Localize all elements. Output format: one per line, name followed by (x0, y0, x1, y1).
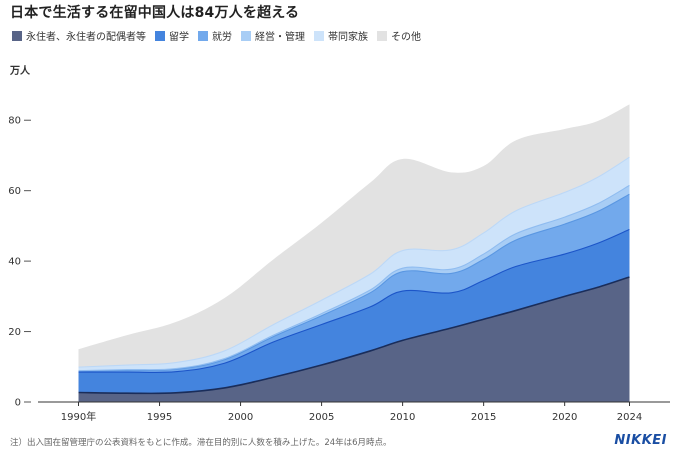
x-tick-label: 1990年 (61, 410, 96, 423)
x-tick-label: 1995 (147, 412, 172, 423)
area-layers (78, 104, 630, 402)
legend-label-other: その他 (391, 32, 421, 43)
y-tick-label: 20 (8, 327, 21, 338)
legend-swatch-other (377, 30, 387, 41)
x-tick-label: 2024 (617, 412, 642, 423)
line-study (78, 228, 630, 374)
legend-item-permanent: 永住者、永住者の配偶者等 (12, 28, 146, 43)
y-tick-label: 0 (15, 398, 21, 409)
legend-label-study: 留学 (169, 32, 189, 43)
x-tick-label: 2005 (309, 412, 334, 423)
legend-item-work: 就労 (198, 28, 232, 43)
line-permanent (78, 276, 630, 395)
x-tick-label: 2010 (390, 412, 415, 423)
legend-item-family: 帯同家族 (314, 28, 368, 43)
area-other (78, 104, 630, 368)
nikkei-logo: NIKKEI (614, 433, 667, 448)
y-tick-label: 60 (8, 186, 21, 197)
line-work (78, 193, 630, 372)
y-axis-unit-label: 万人 (10, 66, 30, 77)
legend-label-permanent: 永住者、永住者の配偶者等 (26, 32, 146, 43)
footer-note: 注）出入国在留管理庁の公表資料をもとに作成。滞在目的別に人数を積み上げた。24年… (10, 438, 392, 448)
x-tick-label: 2020 (552, 412, 577, 423)
area-study (78, 229, 630, 394)
legend-label-work: 就労 (212, 32, 232, 43)
legend-item-business: 経営・管理 (241, 28, 305, 43)
chart-legend: 永住者、永住者の配偶者等 留学 就労 経営・管理 帯同家族 その他 (12, 28, 421, 43)
legend-swatch-family (314, 30, 324, 41)
legend-swatch-permanent (12, 30, 22, 41)
chart-title: 日本で生活する在留中国人は84万人を超える (10, 5, 300, 21)
legend-swatch-study (155, 30, 165, 41)
area-permanent (78, 276, 630, 402)
line-family (78, 156, 630, 368)
legend-item-study: 留学 (155, 28, 189, 43)
x-tick-label: 2000 (228, 412, 253, 423)
y-tick-label: 40 (8, 257, 21, 268)
legend-label-business: 経営・管理 (255, 32, 305, 43)
legend-swatch-work (198, 30, 208, 41)
legend-item-other: その他 (377, 28, 421, 43)
line-business (78, 184, 630, 372)
legend-label-family: 帯同家族 (328, 32, 368, 43)
x-tick-label: 2015 (471, 412, 496, 423)
legend-swatch-business (241, 30, 251, 41)
y-tick-label: 80 (8, 116, 21, 127)
